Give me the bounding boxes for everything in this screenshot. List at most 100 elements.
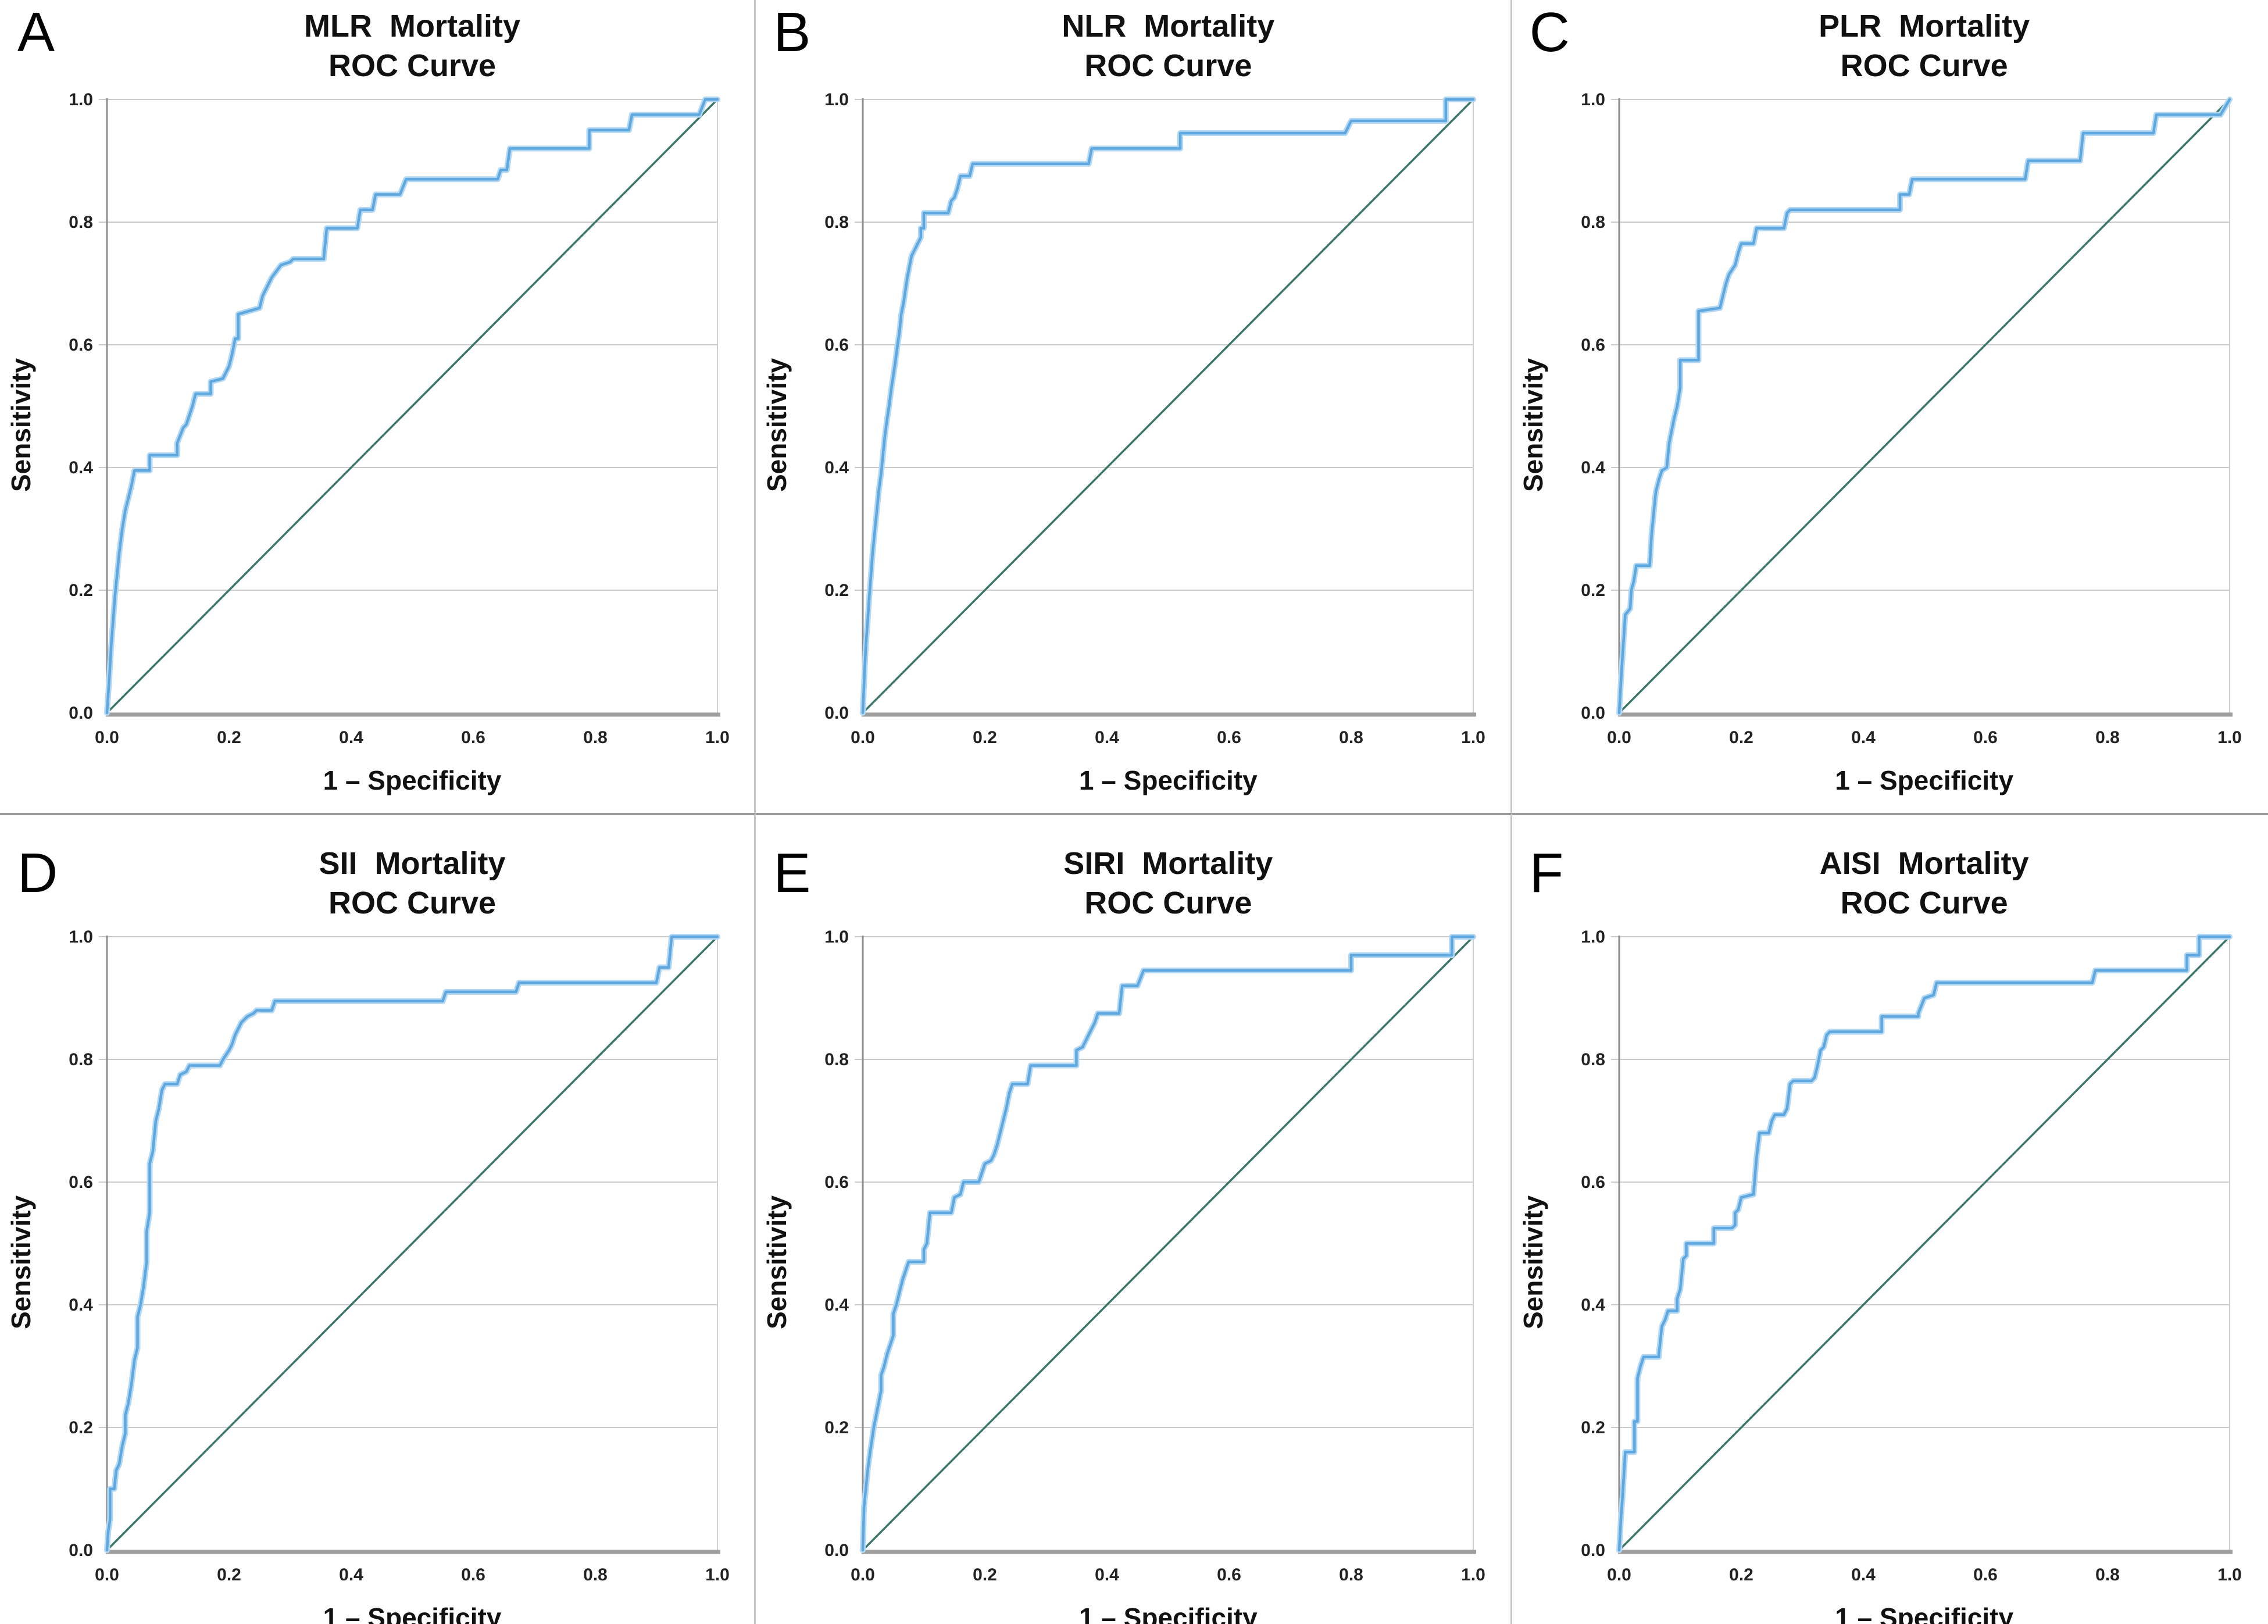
x-tick-label: 0.0	[851, 728, 875, 747]
roc-plot-siri: 0.0 0.2 0.4 0.6 0.8 1.0 0.0 0.2 0.4 0.6 0.8 1.0	[825, 927, 1486, 1584]
panel-titles: NLR Mortality ROC Curve	[798, 7, 1490, 85]
panel-title: AISI Mortality	[1819, 846, 2029, 881]
x-tick-label: 0.0	[851, 1565, 875, 1584]
panel-title: SII Mortality	[319, 846, 506, 881]
y-axis-title-box: Sensitivity	[1512, 925, 1554, 1600]
panel-label: B	[773, 1, 811, 63]
y-tick-label: 0.2	[69, 1418, 93, 1437]
roc-curve	[862, 935, 1475, 1552]
roc-plot-mlr: 0.0 0.2 0.4 0.6 0.8 1.0 0.0 0.2 0.4 0.6 0.8 1.0	[69, 90, 730, 747]
x-tick-label: 0.6	[461, 728, 485, 747]
y-axis-title: Sensitivity	[6, 1195, 36, 1330]
x-axis-title: 1 – Specificity	[323, 765, 502, 795]
plot-wrap: Sensitivity 0.0 0.2 0.4 0.6 0.8 1.0 0.0 0.2 0.4 0…	[756, 925, 1510, 1600]
y-tick-label: 0.6	[825, 335, 849, 355]
y-tick-label: 0.8	[69, 1050, 93, 1069]
y-tick-label: 0.8	[69, 213, 93, 232]
y-tick-label: 0.0	[825, 704, 849, 723]
x-axis-title: 1 – Specificity	[1835, 1602, 2014, 1624]
panel-label: A	[17, 1, 55, 63]
y-tick-label: 0.0	[1581, 704, 1605, 723]
panel-subtitle: ROC Curve	[328, 885, 497, 920]
y-tick-label: 1.0	[825, 927, 849, 947]
y-tick-label: 0.0	[1581, 1541, 1605, 1560]
x-tick-label: 0.8	[1339, 728, 1363, 747]
y-tick-label: 0.0	[825, 1541, 849, 1560]
x-tick-label: 1.0	[705, 728, 730, 747]
x-tick-label: 0.2	[1729, 728, 1753, 747]
reference-line	[1618, 98, 2230, 714]
x-tick-label: 0.0	[1607, 728, 1631, 747]
x-tick-label: 0.2	[973, 728, 997, 747]
panel-title: NLR Mortality	[1062, 9, 1275, 44]
y-tick-label: 0.2	[825, 1418, 849, 1437]
x-tick-label: 0.2	[217, 1565, 241, 1584]
panel-label: C	[1529, 1, 1570, 63]
panel-siri: E SIRI Mortality ROC Curve Sensitivity 0…	[756, 813, 1512, 1624]
x-tick-label: 0.4	[1095, 1565, 1119, 1584]
reference-line	[106, 936, 719, 1551]
x-tick-label: 0.2	[973, 1565, 997, 1584]
y-axis-title: Sensitivity	[1517, 1195, 1548, 1330]
roc-curve	[1617, 98, 2231, 715]
y-axis-title-box: Sensitivity	[756, 88, 798, 762]
panel-mlr: A MLR Mortality ROC Curve Sensitivity 0.…	[0, 0, 756, 813]
y-axis-title-box: Sensitivity	[0, 88, 42, 762]
x-tick-label: 0.4	[339, 728, 363, 747]
panel-nlr: B NLR Mortality ROC Curve Sensitivity 0.…	[756, 0, 1512, 813]
plot-wrap: Sensitivity 0.0 0.2 0.4 0.6 0.8 1.0 0.0 0.2 0.4 0…	[756, 88, 1510, 762]
y-tick-label: 1.0	[69, 90, 93, 109]
y-tick-label: 0.4	[69, 1295, 93, 1315]
x-tick-label: 0.0	[95, 1565, 119, 1584]
y-axis-title-box: Sensitivity	[0, 925, 42, 1600]
x-tick-label: 0.6	[1217, 728, 1241, 747]
y-tick-label: 0.2	[1581, 581, 1605, 600]
y-tick-label: 0.0	[69, 1541, 93, 1560]
panel-titles: SII Mortality ROC Curve	[42, 844, 734, 923]
panel-titles: PLR Mortality ROC Curve	[1554, 7, 2246, 85]
x-tick-label: 0.8	[583, 1565, 608, 1584]
panel-subtitle: ROC Curve	[1840, 885, 2008, 920]
y-tick-label: 1.0	[825, 90, 849, 109]
x-tick-label: 0.8	[583, 728, 608, 747]
y-tick-label: 0.8	[825, 1050, 849, 1069]
x-tick-label: 0.8	[2095, 728, 2120, 747]
roc-curve	[105, 98, 719, 715]
roc-plot-sii: 0.0 0.2 0.4 0.6 0.8 1.0 0.0 0.2 0.4 0.6 0.8 1.0	[69, 927, 730, 1584]
y-tick-label: 0.8	[1581, 213, 1605, 232]
y-tick-label: 0.6	[825, 1173, 849, 1192]
y-tick-label: 0.8	[825, 213, 849, 232]
y-axis-title-box: Sensitivity	[1512, 88, 1554, 762]
reference-line	[862, 936, 1474, 1551]
y-tick-label: 1.0	[1581, 927, 1605, 947]
x-tick-label: 0.0	[95, 728, 119, 747]
y-tick-label: 0.4	[1581, 458, 1605, 477]
panel-sii: D SII Mortality ROC Curve Sensitivity 0.…	[0, 813, 756, 1624]
panel-title: PLR Mortality	[1819, 9, 2030, 44]
x-axis-title: 1 – Specificity	[1078, 765, 1258, 795]
panel-subtitle: ROC Curve	[328, 48, 497, 83]
x-tick-label: 0.8	[1339, 1565, 1363, 1584]
y-axis-title: Sensitivity	[1517, 358, 1548, 492]
panel-label: D	[17, 842, 58, 904]
y-tick-label: 1.0	[1581, 90, 1605, 109]
y-tick-label: 0.4	[69, 458, 93, 477]
plot-wrap: Sensitivity 0.0 0.2 0.4 0.6 0.8 1.0 0.0 0.2 0.4 0…	[0, 88, 754, 762]
x-axis-title: 1 – Specificity	[1835, 765, 2014, 795]
roc-plot-plr: 0.0 0.2 0.4 0.6 0.8 1.0 0.0 0.2 0.4 0.6 0.8 1.0	[1581, 90, 2242, 747]
x-tick-label: 1.0	[705, 1565, 730, 1584]
roc-plot-aisi: 0.0 0.2 0.4 0.6 0.8 1.0 0.0 0.2 0.4 0.6 0.8 1.0	[1581, 927, 2242, 1584]
panel-subtitle: ROC Curve	[1084, 885, 1252, 920]
x-tick-label: 0.4	[1851, 728, 1876, 747]
panel-titles: AISI Mortality ROC Curve	[1554, 844, 2246, 923]
y-tick-label: 0.2	[825, 581, 849, 600]
x-tick-label: 0.6	[461, 1565, 485, 1584]
y-tick-label: 0.4	[825, 1295, 849, 1315]
roc-curve	[1617, 935, 2231, 1552]
panel-label: E	[773, 842, 811, 904]
plot-wrap: Sensitivity 0.0 0.2 0.4 0.6 0.8 1.0 0.0 0.2 0.4 0…	[1512, 88, 2268, 762]
roc-curve	[862, 98, 1475, 715]
x-axis-title: 1 – Specificity	[1078, 1602, 1258, 1624]
y-axis-title: Sensitivity	[6, 358, 36, 492]
